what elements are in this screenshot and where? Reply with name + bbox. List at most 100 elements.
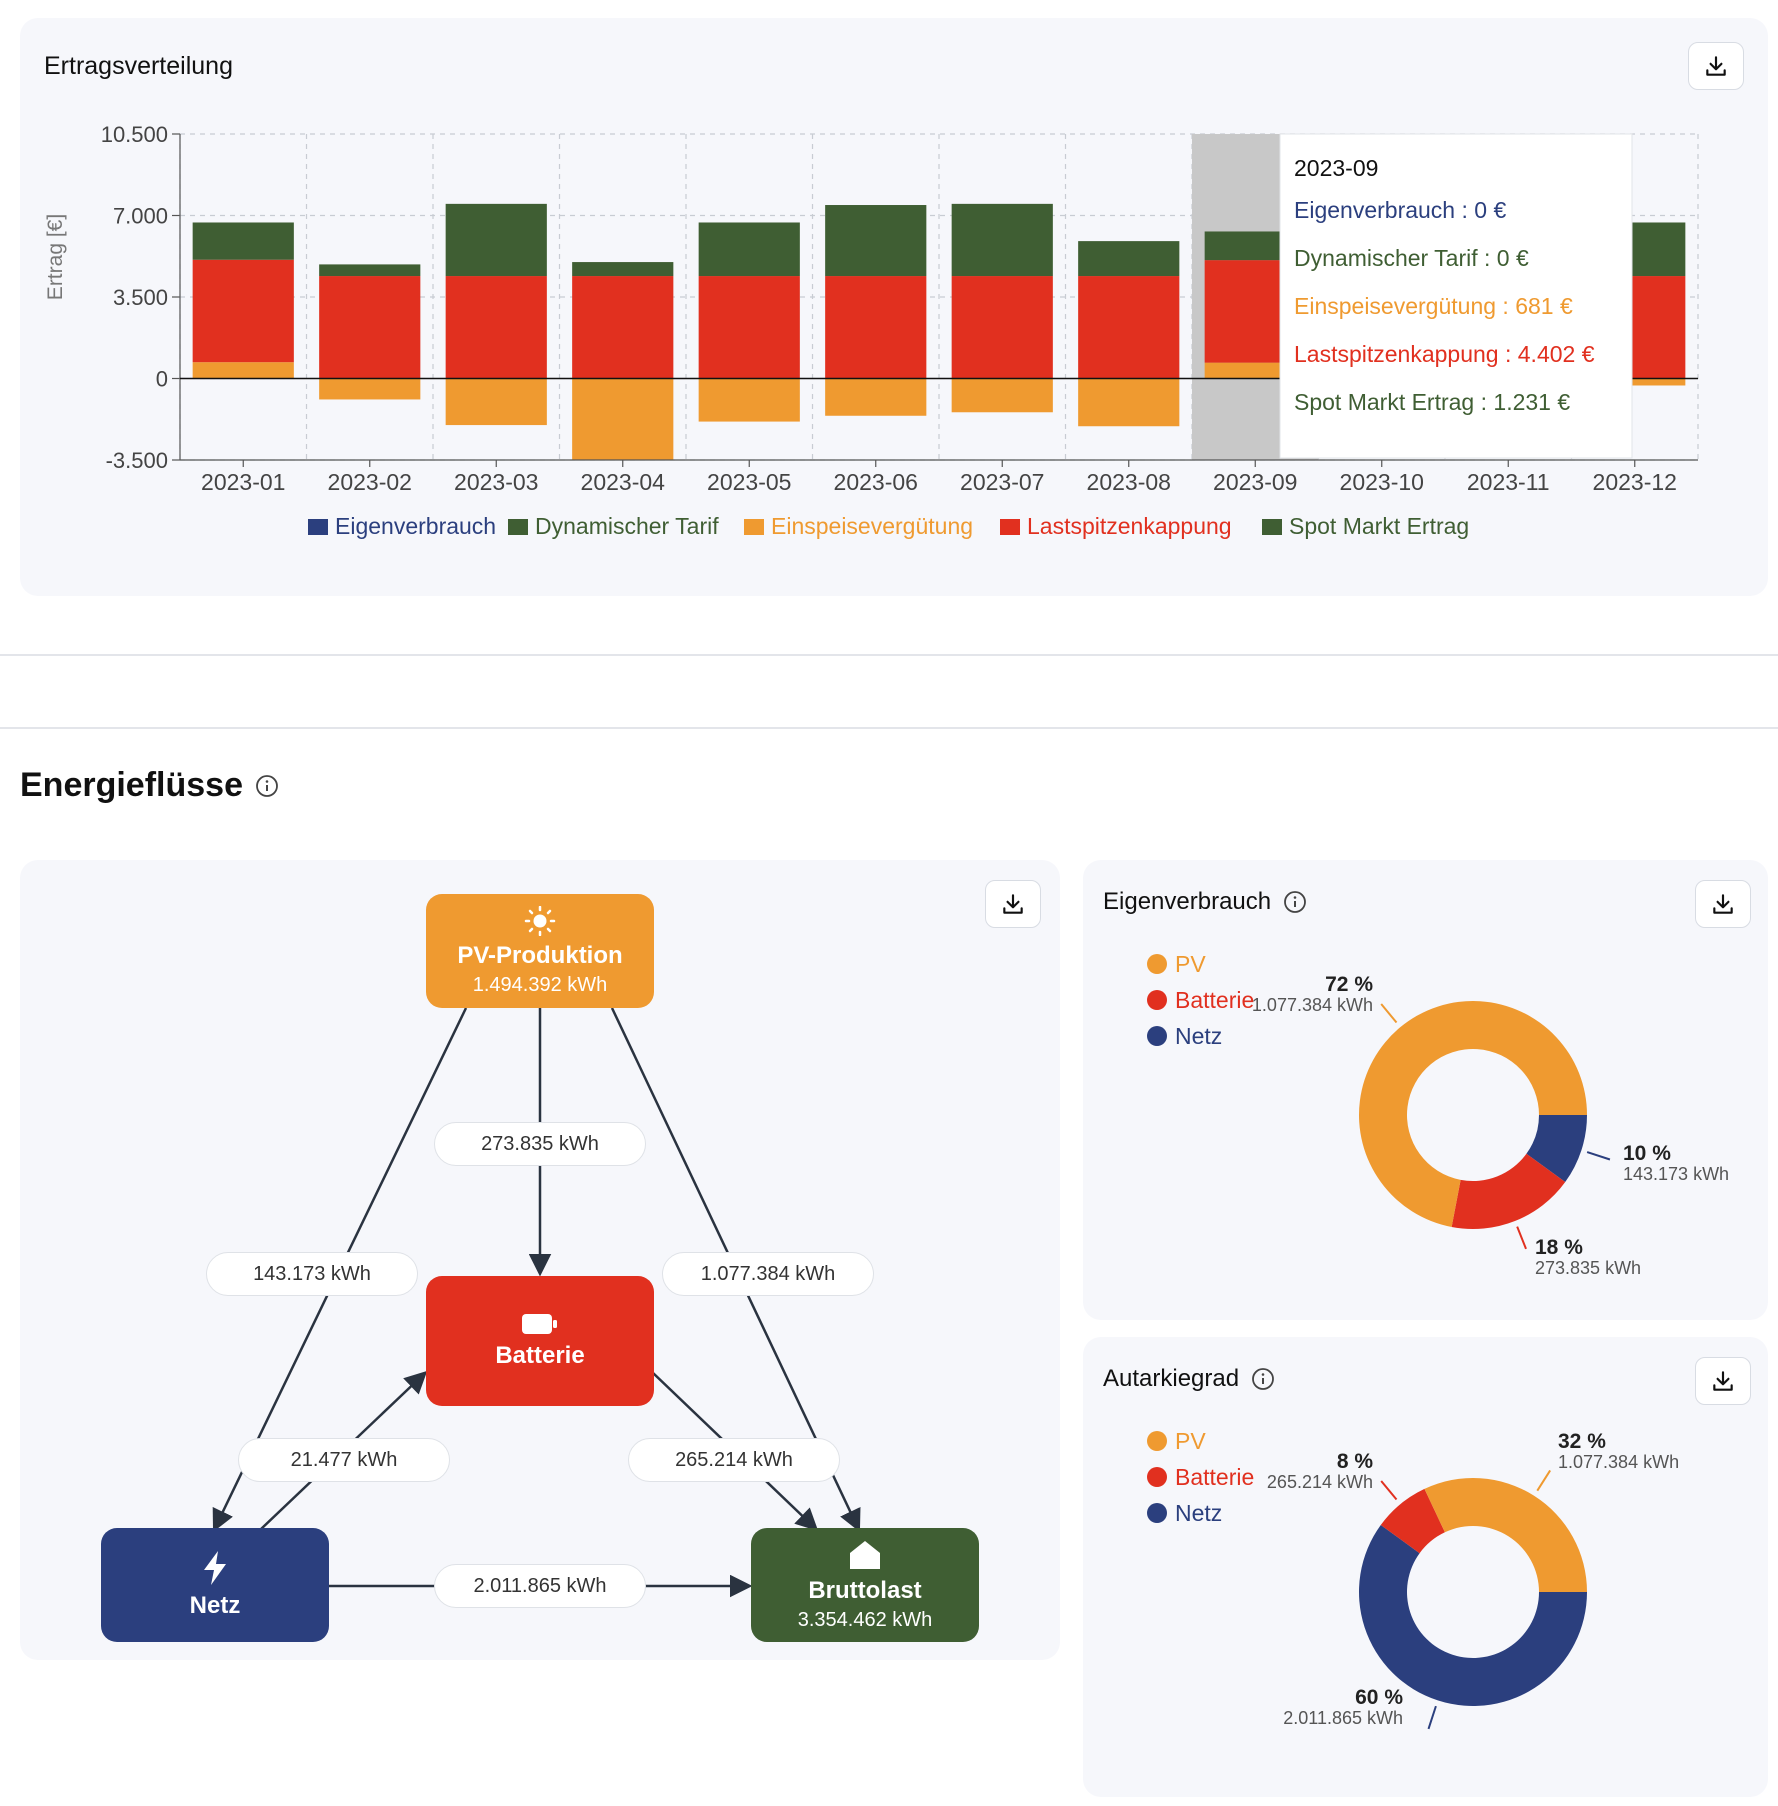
leader-line	[1516, 1226, 1527, 1250]
y-tick-label: -3.500	[106, 448, 168, 473]
legend-swatch	[1000, 519, 1020, 535]
node-netz[interactable]: Netz	[101, 1528, 329, 1642]
node-batterie[interactable]: Batterie	[426, 1276, 654, 1406]
ertragsverteilung-card: Ertragsverteilung 10.500 7.000 3.500 0 -3.50…	[20, 18, 1768, 596]
slice-kwh-label: 143.173 kWh	[1623, 1164, 1729, 1184]
bar-segment[interactable]	[825, 276, 927, 379]
info-icon[interactable]	[255, 774, 279, 798]
legend-label[interactable]: Einspeisevergütung	[771, 513, 973, 539]
donut-slice[interactable]	[1359, 1001, 1587, 1227]
battery-icon	[522, 1314, 557, 1334]
bar-segment[interactable]	[319, 378, 421, 400]
donut-slice[interactable]	[1451, 1153, 1566, 1229]
legend-label[interactable]: Dynamischer Tarif	[535, 513, 719, 539]
x-tick-label: 2023-07	[960, 469, 1044, 495]
bar-chart: 10.500 7.000 3.500 0 -3.500 Ertrag [€] 2023-01…	[44, 122, 1699, 539]
leader-line	[1380, 1480, 1398, 1501]
info-icon[interactable]	[1283, 890, 1307, 914]
legend-item-pv[interactable]: PV	[1147, 946, 1254, 982]
bar-segment[interactable]	[825, 378, 927, 416]
legend-item-batterie[interactable]: Batterie	[1147, 982, 1254, 1018]
y-tick-label: 3.500	[113, 285, 168, 310]
download-button[interactable]	[1688, 42, 1744, 90]
bar-segment[interactable]	[1584, 378, 1686, 386]
bar-segment[interactable]	[319, 264, 421, 277]
tooltip-box	[1279, 133, 1633, 459]
donut-slice[interactable]	[1526, 1115, 1587, 1183]
lightning-icon	[204, 1551, 226, 1585]
bar-segment[interactable]	[445, 276, 547, 379]
leader-line	[1586, 1151, 1611, 1161]
bar-segment[interactable]	[951, 276, 1053, 379]
ertragsverteilung-title: Ertragsverteilung	[44, 52, 233, 80]
slice-pct-label: 18 %	[1535, 1236, 1583, 1259]
bar-segment[interactable]	[825, 205, 927, 277]
legend-label[interactable]: Eigenverbrauch	[335, 513, 496, 539]
bar-segment[interactable]	[572, 262, 674, 277]
legend-item-netz[interactable]: Netz	[1147, 1495, 1254, 1531]
slice-pct-label: 60 %	[1355, 1686, 1403, 1709]
pv-value: 1.494.392 kWh	[472, 973, 608, 996]
donut-slice[interactable]	[1380, 1488, 1445, 1554]
section-divider	[0, 727, 1778, 729]
bar-segment[interactable]	[445, 378, 547, 426]
bar-segment[interactable]	[192, 362, 294, 379]
eigenverbrauch-legend: PV Batterie Netz	[1147, 946, 1254, 1054]
y-tick-label: 7.000	[113, 204, 168, 229]
tooltip-title: 2023-09	[1294, 155, 1378, 181]
leader-line	[1536, 1469, 1552, 1492]
legend-label[interactable]: Spot Markt Ertrag	[1289, 513, 1469, 539]
energiefluesse-title: Energieflüsse	[20, 766, 243, 804]
slice-kwh-label: 265.214 kWh	[1267, 1472, 1373, 1492]
x-tick-label: 2023-12	[1593, 469, 1677, 495]
energy-flow-card: PV-Produktion 1.494.392 kWh Batterie Net…	[20, 860, 1060, 1660]
x-tick-label: 2023-02	[328, 469, 412, 495]
bar-segment[interactable]	[698, 378, 800, 422]
x-tick-label: 2023-09	[1213, 469, 1297, 495]
tooltip-row: Spot Markt Ertrag : 1.231 €	[1294, 389, 1570, 415]
x-tick-label: 2023-03	[454, 469, 538, 495]
energiefluesse-heading: Energieflüsse	[20, 766, 279, 805]
slice-kwh-label: 1.077.384 kWh	[1558, 1452, 1679, 1472]
bar-segment[interactable]	[445, 203, 547, 277]
legend-label[interactable]: Lastspitzenkappung	[1027, 513, 1232, 539]
download-icon	[1713, 1371, 1733, 1391]
bar-segment[interactable]	[319, 276, 421, 379]
legend-item-batterie[interactable]: Batterie	[1147, 1459, 1254, 1495]
donut-slice[interactable]	[1424, 1478, 1587, 1592]
eigenverbrauch-heading: Eigenverbrauch	[1103, 888, 1307, 916]
eigenverbrauch-title: Eigenverbrauch	[1103, 888, 1272, 915]
legend-label: PV	[1175, 950, 1206, 977]
eigenverbrauch-card: Eigenverbrauch PV Batterie Netz 10 % 143.…	[1083, 860, 1768, 1320]
node-bruttolast[interactable]: Bruttolast 3.354.462 kWh	[751, 1528, 979, 1642]
slice-pct-label: 10 %	[1623, 1142, 1671, 1165]
bar-segment[interactable]	[951, 203, 1053, 277]
legend-swatch	[308, 519, 328, 535]
download-button[interactable]	[1695, 880, 1751, 928]
download-button[interactable]	[985, 880, 1041, 928]
bar-segment[interactable]	[192, 259, 294, 363]
legend-label: Batterie	[1175, 1463, 1255, 1490]
bar-segment[interactable]	[572, 276, 674, 379]
bar-segment[interactable]	[1078, 276, 1180, 379]
slice-pct-label: 72 %	[1325, 973, 1373, 996]
bar-segment[interactable]	[1078, 378, 1180, 427]
bar-segment[interactable]	[1078, 241, 1180, 277]
download-icon	[1003, 894, 1023, 914]
node-pv-produktion[interactable]: PV-Produktion 1.494.392 kWh	[426, 894, 654, 1008]
bar-segment[interactable]	[951, 378, 1053, 413]
info-icon[interactable]	[1251, 1367, 1275, 1391]
download-button[interactable]	[1695, 1357, 1751, 1405]
autarkiegrad-legend: PV Batterie Netz	[1147, 1423, 1254, 1531]
y-tick-label: 10.500	[101, 122, 168, 147]
flow-label-pv-bruttolast: 1.077.384 kWh	[662, 1252, 874, 1296]
legend-item-pv[interactable]: PV	[1147, 1423, 1254, 1459]
bar-segment[interactable]	[572, 378, 674, 461]
bar-segment[interactable]	[192, 222, 294, 260]
bar-segment[interactable]	[698, 276, 800, 379]
bar-segment[interactable]	[698, 222, 800, 277]
legend-item-netz[interactable]: Netz	[1147, 1018, 1254, 1054]
slice-pct-label: 8 %	[1337, 1450, 1374, 1473]
legend-label: PV	[1175, 1427, 1206, 1454]
donut-slice[interactable]	[1359, 1524, 1587, 1706]
